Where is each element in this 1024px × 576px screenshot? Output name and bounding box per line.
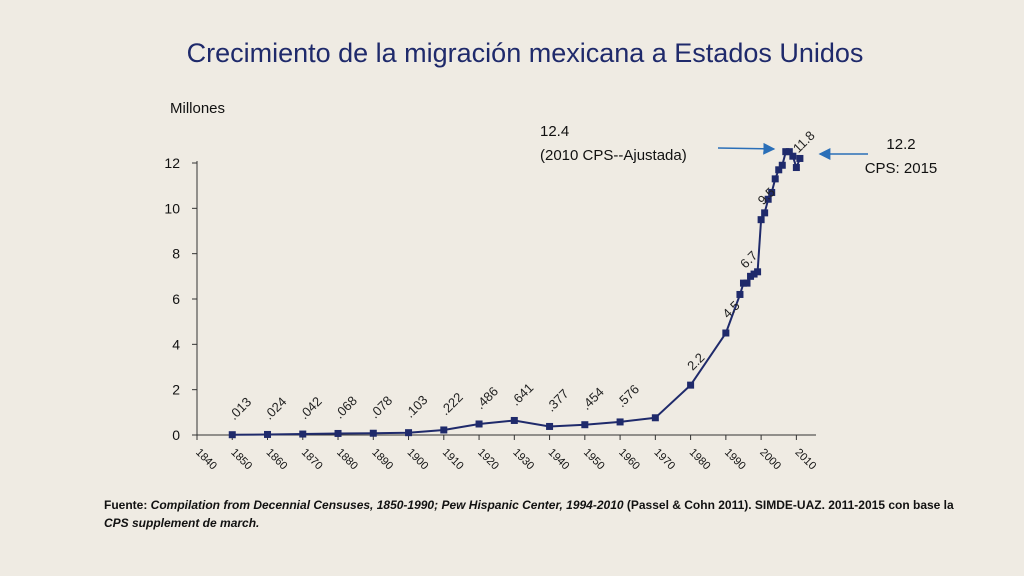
data-label: .024 <box>261 394 290 423</box>
y-tick-label: 4 <box>172 336 180 352</box>
x-tick-label: 1930 <box>510 447 536 473</box>
data-point <box>771 175 779 183</box>
y-tick-label: 0 <box>172 427 180 443</box>
data-point <box>764 195 772 203</box>
annotation-cps-2010-label: (2010 CPS--Ajustada) <box>540 147 687 164</box>
data-point <box>775 166 783 174</box>
data-point <box>475 420 483 428</box>
data-point <box>405 429 413 437</box>
data-label: 9.5 <box>755 184 778 207</box>
source-italic-1: Compilation from Decennial Censuses, 185… <box>150 498 624 512</box>
x-tick-label: 1970 <box>651 447 677 473</box>
data-label: .641 <box>508 380 537 409</box>
x-tick-label: 1940 <box>546 447 572 473</box>
x-tick-label: 1960 <box>616 447 642 473</box>
data-point <box>739 279 747 287</box>
data-label: .068 <box>332 393 361 422</box>
data-point <box>334 429 342 437</box>
y-tick-label: 6 <box>172 291 180 307</box>
source-prefix: Fuente: <box>104 498 151 512</box>
data-point <box>440 426 448 434</box>
page-title: Crecimiento de la migración mexicana a E… <box>186 38 864 68</box>
data-label: .078 <box>367 393 396 422</box>
data-label: .042 <box>296 394 325 423</box>
data-label: .377 <box>543 386 572 415</box>
x-tick-label: 1990 <box>722 447 748 473</box>
data-label: .576 <box>614 382 643 411</box>
data-point <box>792 164 800 172</box>
x-tick-label: 1910 <box>440 447 466 473</box>
source-italic-2: CPS supplement de march. <box>104 516 260 530</box>
data-label: .454 <box>578 384 607 413</box>
x-tick-label: 1850 <box>228 447 254 473</box>
data-point <box>782 148 790 156</box>
x-tick-label: 2000 <box>757 447 783 473</box>
x-tick-label: 2010 <box>792 447 818 473</box>
data-point <box>754 268 762 276</box>
data-point <box>750 270 758 278</box>
x-tick-label: 1880 <box>334 447 360 473</box>
x-tick-label: 1870 <box>299 447 325 473</box>
data-label: .103 <box>402 392 431 421</box>
source-note: Fuente: Compilation from Decennial Censu… <box>104 496 964 532</box>
data-point <box>228 431 236 439</box>
data-label: .486 <box>473 384 502 413</box>
y-tick-label: 2 <box>172 382 180 398</box>
data-label: 11.8 <box>790 128 818 156</box>
data-point <box>687 381 695 389</box>
annotation-cps-2015-value: 12.2 <box>886 136 915 153</box>
annotation-cps-2015-label: CPS: 2015 <box>865 160 938 177</box>
data-point <box>264 430 272 438</box>
data-point <box>761 209 769 217</box>
data-point <box>747 272 755 280</box>
x-tick-label: 1860 <box>264 447 290 473</box>
data-point <box>510 416 518 424</box>
data-label: .013 <box>226 394 255 423</box>
y-tick-label: 12 <box>164 155 180 171</box>
x-tick-label: 1980 <box>687 447 713 473</box>
data-point <box>743 279 751 287</box>
data-point <box>736 290 744 298</box>
data-point <box>546 422 554 430</box>
data-label: .222 <box>437 390 466 419</box>
x-tick-label: 1900 <box>405 447 431 473</box>
data-point <box>778 161 786 169</box>
data-point <box>785 148 793 156</box>
data-point <box>581 421 589 429</box>
x-tick-label: 1920 <box>475 447 501 473</box>
data-point <box>299 430 307 438</box>
data-point <box>757 216 765 224</box>
annotation-cps-2010-value: 12.4 <box>540 123 569 140</box>
annotation-arrow-2010 <box>717 142 776 155</box>
data-point <box>722 329 730 337</box>
y-tick-label: 8 <box>172 246 180 262</box>
data-label: 4.5 <box>719 298 742 321</box>
data-point <box>768 188 776 196</box>
data-point <box>789 152 797 160</box>
data-point <box>369 429 377 437</box>
data-label: 2.2 <box>684 350 707 373</box>
y-axis-label: Millones <box>170 100 225 117</box>
x-tick-label: 1840 <box>193 447 219 473</box>
x-tick-label: 1890 <box>369 447 395 473</box>
data-point <box>616 418 624 426</box>
source-middle: (Passel & Cohn 2011). SIMDE-UAZ. 2011-20… <box>623 498 954 512</box>
y-tick-label: 10 <box>164 200 180 216</box>
x-tick-label: 1950 <box>581 447 607 473</box>
data-point <box>796 154 804 162</box>
data-point <box>651 414 659 422</box>
